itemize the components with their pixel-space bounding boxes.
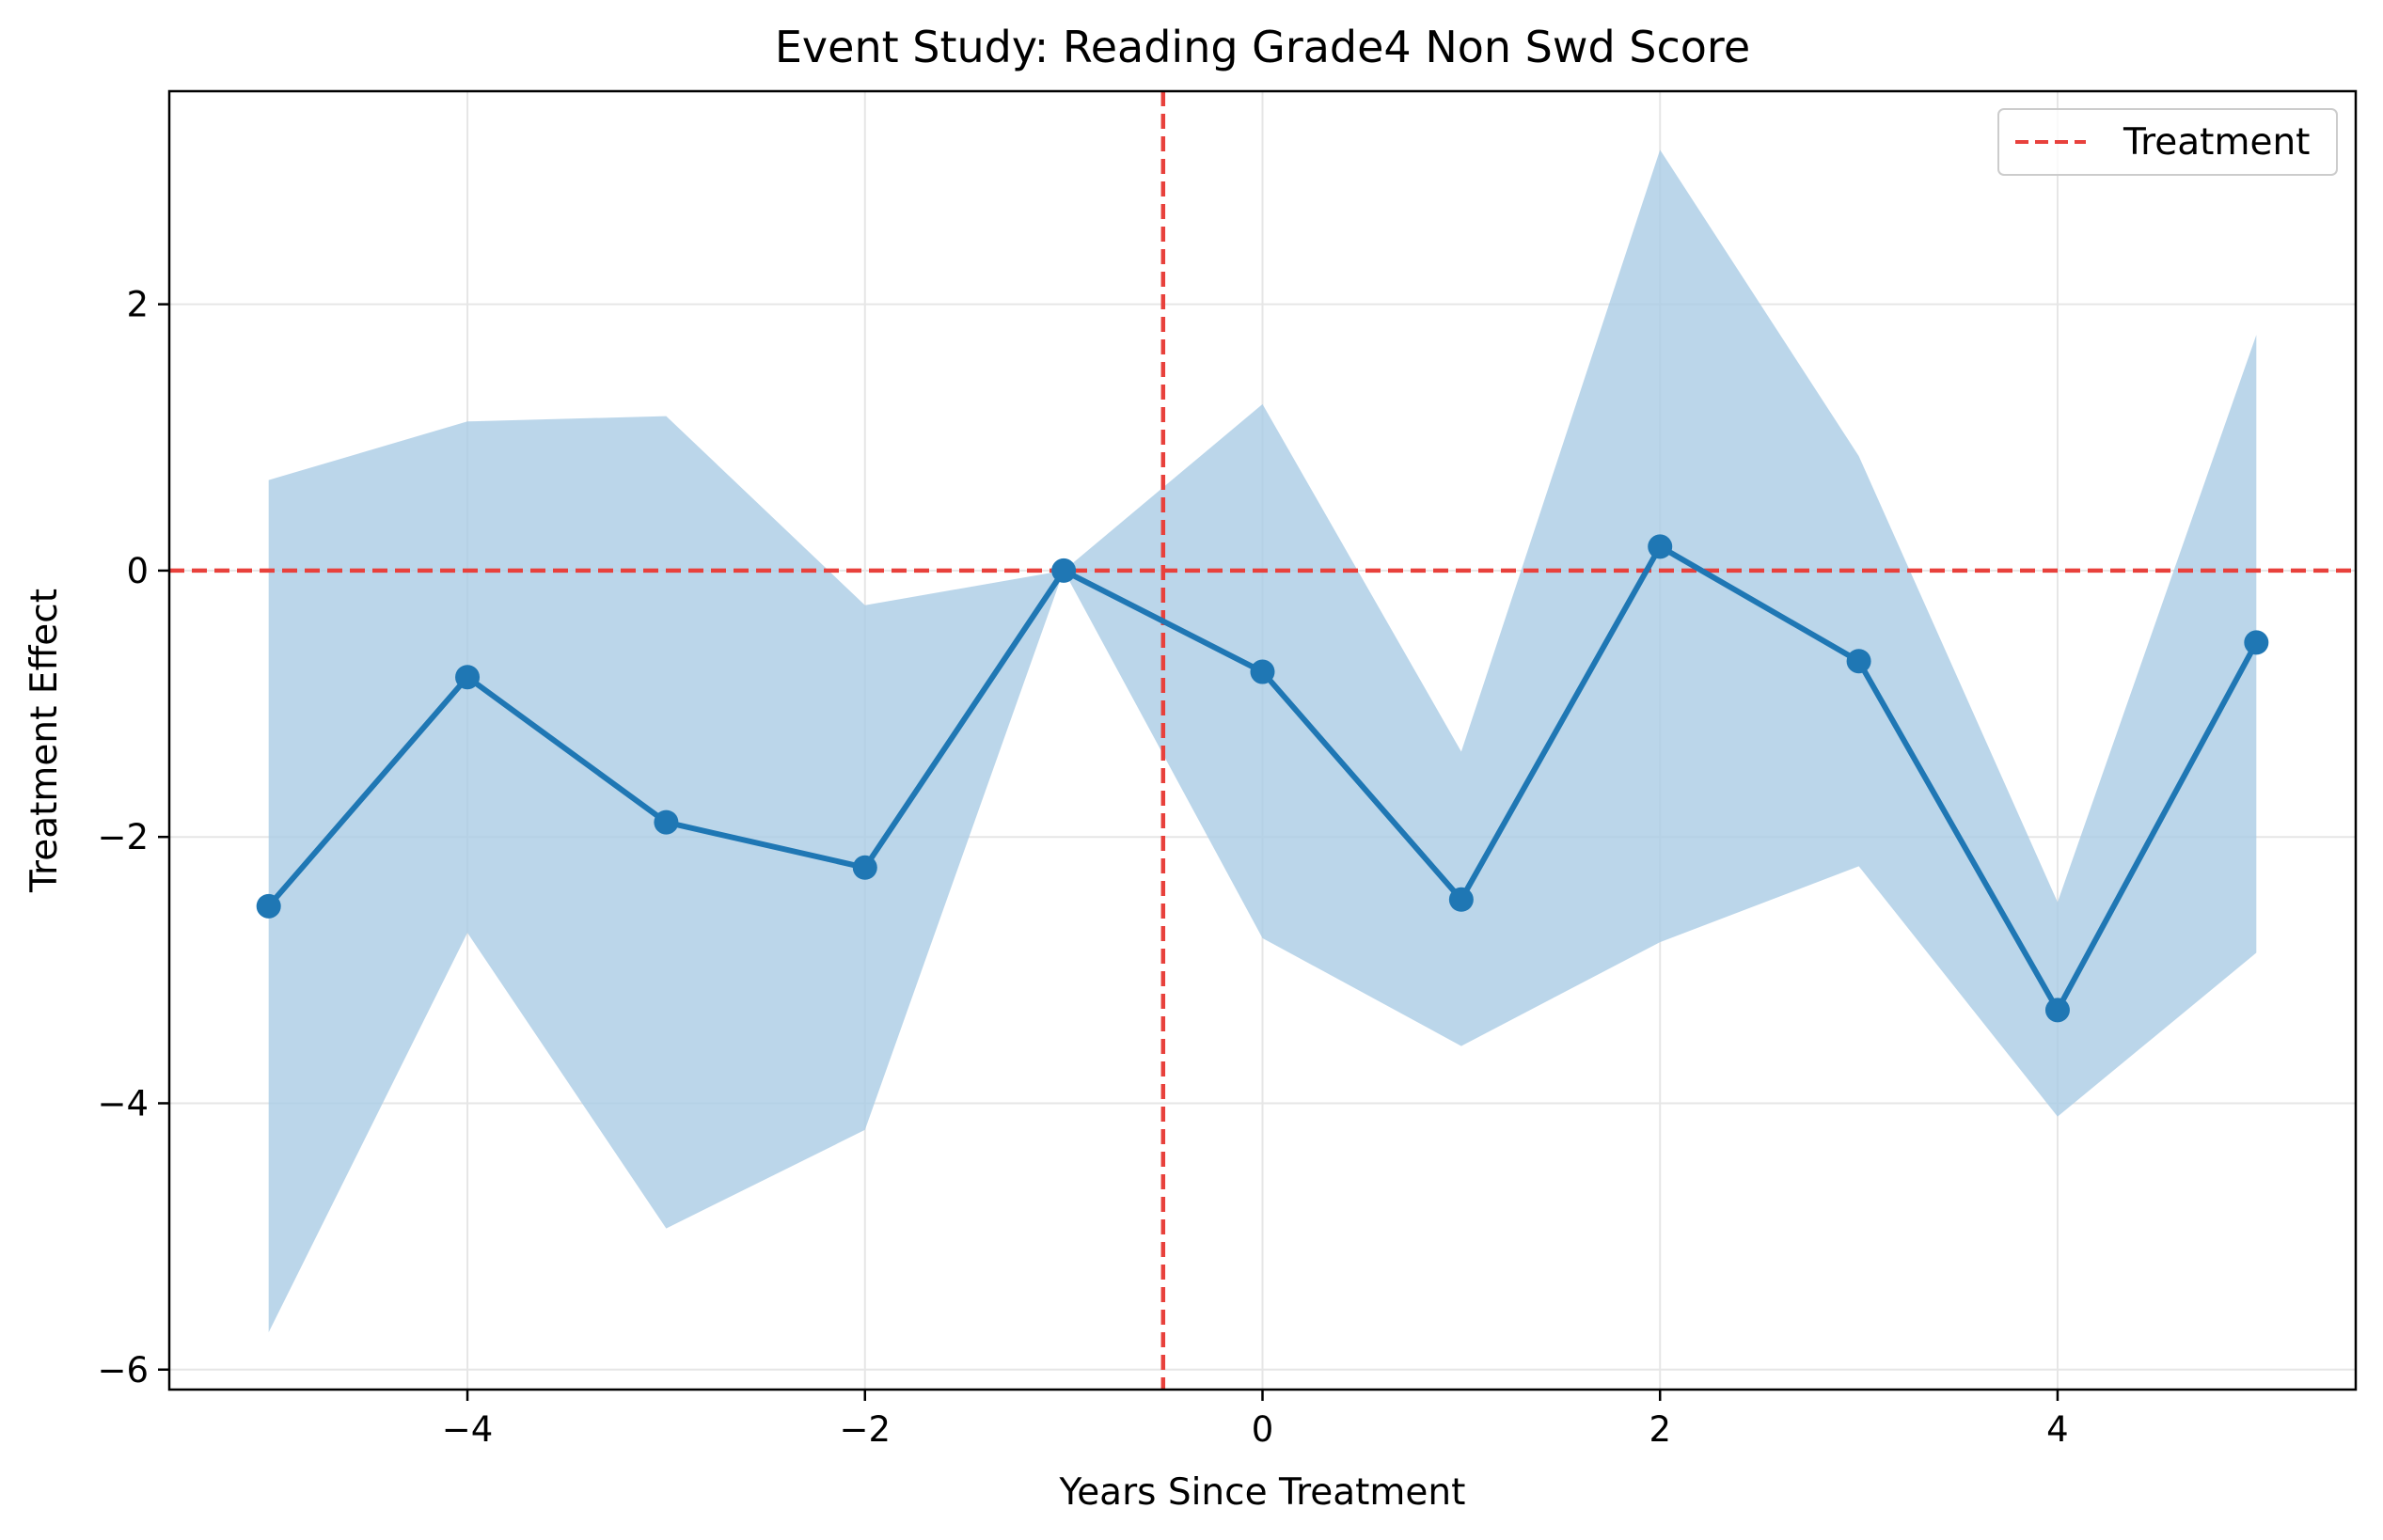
data-point [256, 893, 281, 919]
y-tick-label: 2 [126, 285, 149, 325]
y-axis-title: Treatment Effect [24, 589, 66, 893]
legend-label-treatment: Treatment [2123, 121, 2310, 164]
legend-box [1997, 108, 2338, 176]
x-tick-label: −2 [839, 1409, 891, 1450]
data-point [2244, 630, 2269, 655]
y-tick-label: −2 [97, 817, 149, 857]
data-point [852, 855, 877, 880]
chart-title: Event Study: Reading Grade4 Non Swd Scor… [775, 22, 1750, 72]
y-tick-label: 0 [126, 551, 149, 591]
x-tick-label: 2 [1649, 1409, 1671, 1450]
x-tick-label: −4 [442, 1409, 494, 1450]
reference-lines [169, 91, 2356, 1390]
data-point [455, 665, 481, 690]
data-point [1846, 649, 1871, 674]
x-tick-label: 0 [1252, 1409, 1274, 1450]
confidence-band [268, 149, 2257, 1333]
data-point [1250, 659, 1275, 684]
x-tick-label: 4 [2046, 1409, 2069, 1450]
legend: Treatment [1997, 108, 2338, 176]
data-point [654, 809, 679, 835]
data-point [1648, 534, 1673, 559]
y-tick-label: −4 [97, 1083, 149, 1124]
x-axis-title: Years Since Treatment [1059, 1471, 1466, 1514]
data-point [1448, 887, 1474, 912]
confidence-band-group [268, 149, 2257, 1333]
axis-ticks: −4 −2 0 2 4 −6 −4 −2 0 2 [97, 285, 2068, 1450]
y-tick-label: −6 [97, 1350, 149, 1391]
series-group [256, 534, 2269, 1023]
data-point [2044, 998, 2070, 1023]
data-point [1051, 558, 1077, 583]
